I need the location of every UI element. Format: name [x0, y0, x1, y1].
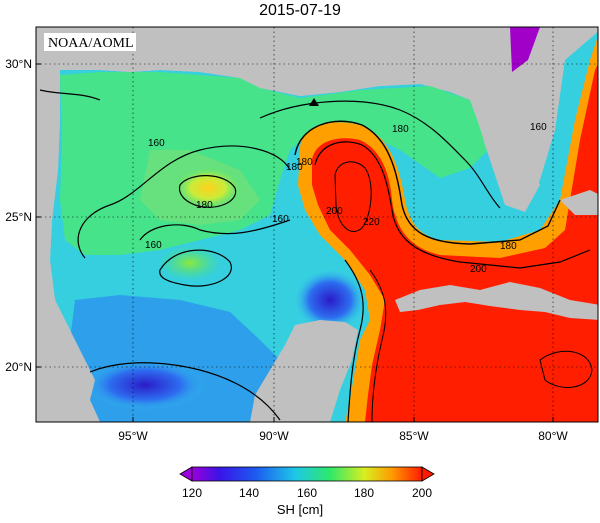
- lat-tick: 20°N: [5, 360, 32, 374]
- land-bahamas: [560, 190, 598, 215]
- contour-label: 160: [148, 138, 165, 149]
- plot-area: 160 180 160 180 180 200 220 200 180 160 …: [36, 27, 598, 422]
- axis-ticks: [36, 63, 554, 422]
- lon-tick: 80°W: [538, 429, 568, 443]
- colorbar: 120 140 160 180 200: [179, 466, 435, 500]
- contour-label: 180: [296, 157, 313, 168]
- green-eddy-south: [158, 245, 222, 281]
- contour-east-eddy: [539, 350, 593, 388]
- colorbar-bar: [191, 466, 423, 482]
- colorbar-tick: 140: [239, 486, 259, 500]
- lon-tick: 95°W: [118, 429, 148, 443]
- contour-160-nw: [39, 89, 101, 101]
- colorbar-tick: 120: [182, 486, 202, 500]
- station-marker: [309, 98, 319, 106]
- contour-220-core: [334, 161, 372, 232]
- gridlines: [36, 27, 598, 422]
- lat-tick: 30°N: [5, 57, 32, 71]
- contour-180-loop: [294, 120, 561, 245]
- contour-160-west: [139, 219, 291, 241]
- contour-label: 160: [530, 122, 547, 133]
- colorbar-high-arrow: [421, 466, 435, 482]
- contour-label: 180: [196, 200, 213, 211]
- colorbar-tick: 200: [412, 486, 432, 500]
- contour-label: 160: [145, 240, 162, 251]
- map-frame: [35, 26, 599, 423]
- yellow-eddy: [173, 166, 243, 210]
- contour-200-loop: [314, 141, 591, 269]
- land-mexico: [36, 70, 100, 422]
- watermark: NOAA/AOML: [48, 36, 134, 51]
- contour-label: 220: [363, 217, 380, 228]
- colorbar-tick: 180: [354, 486, 374, 500]
- land-florida: [470, 60, 540, 212]
- lat-tick: 25°N: [5, 210, 32, 224]
- land-us-coast: [36, 27, 598, 96]
- lon-tick: 90°W: [259, 429, 289, 443]
- contour-label: 160: [272, 214, 289, 225]
- contour-label: 200: [326, 206, 343, 217]
- land-nw-magenta: [510, 27, 540, 72]
- contour-180-north: [178, 175, 237, 208]
- contour-160-south: [159, 249, 232, 287]
- colorbar-tick: 160: [297, 486, 317, 500]
- land-cuba: [395, 282, 598, 320]
- colorbar-low-arrow: [179, 466, 193, 482]
- contour-label: 180: [500, 241, 517, 252]
- watermark-box: [44, 33, 136, 51]
- contour-label: 180: [286, 162, 303, 173]
- contour-180-south: [344, 259, 364, 422]
- map-title: 2015-07-19: [259, 2, 341, 19]
- contour-label: 180: [392, 124, 409, 135]
- deep-blue-sw: [85, 360, 205, 410]
- colorbar-label: SH [cm]: [276, 502, 324, 517]
- contour-200-south: [369, 269, 387, 422]
- land-yucatan: [250, 320, 358, 422]
- deep-blue-center: [295, 270, 365, 330]
- contour-label: 200: [470, 264, 487, 275]
- contour-180-sw: [89, 362, 281, 421]
- lon-tick: 85°W: [399, 429, 429, 443]
- contour-160-north: [77, 145, 291, 259]
